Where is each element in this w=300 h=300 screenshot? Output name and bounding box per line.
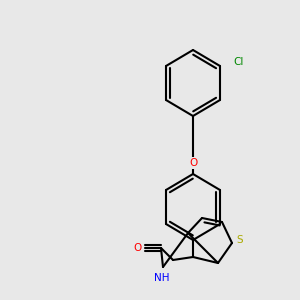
Text: O: O xyxy=(189,158,197,168)
Text: NH: NH xyxy=(154,273,169,283)
Text: O: O xyxy=(134,243,142,253)
Text: S: S xyxy=(236,235,243,245)
Text: Cl: Cl xyxy=(233,57,243,67)
